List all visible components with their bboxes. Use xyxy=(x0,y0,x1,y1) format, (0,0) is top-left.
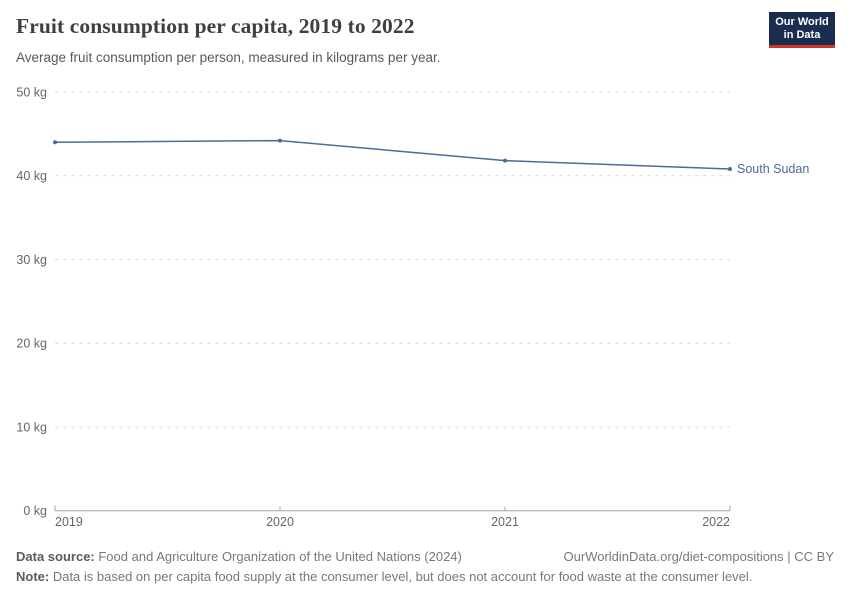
y-tick-label: 50 kg xyxy=(16,86,47,100)
note-value: Data is based on per capita food supply … xyxy=(49,569,753,584)
x-tick-label: 2021 xyxy=(491,515,519,529)
note-text: Note: Data is based on per capita food s… xyxy=(16,569,752,584)
x-tick-label: 2022 xyxy=(702,515,730,529)
data-source-label: Data source: xyxy=(16,549,95,564)
y-tick-label: 40 kg xyxy=(16,169,47,183)
owid-citation-link[interactable]: OurWorldinData.org/diet-compositions | C… xyxy=(563,549,834,564)
x-tick-label: 2019 xyxy=(55,515,83,529)
series-label[interactable]: South Sudan xyxy=(737,162,809,176)
footer-note-row: Note: Data is based on per capita food s… xyxy=(16,567,834,587)
owid-logo-line1: Our World xyxy=(775,16,829,28)
chart-header: Fruit consumption per capita, 2019 to 20… xyxy=(16,12,835,65)
chart-footer: Data source: Food and Agriculture Organi… xyxy=(16,547,834,587)
footer-source-row: Data source: Food and Agriculture Organi… xyxy=(16,547,834,567)
y-tick-label: 20 kg xyxy=(16,337,47,351)
data-line xyxy=(54,139,731,170)
x-tick-label: 2020 xyxy=(266,515,294,529)
page-title: Fruit consumption per capita, 2019 to 20… xyxy=(16,14,415,38)
data-source-text: Data source: Food and Agriculture Organi… xyxy=(16,547,462,567)
line-chart[interactable]: 0 kg 10 kg 20 kg 30 kg 40 kg 50 kg 2019 2020 202… xyxy=(0,80,850,540)
y-tick-label: 10 kg xyxy=(16,420,47,434)
data-point xyxy=(728,167,732,172)
y-tick-label: 0 kg xyxy=(23,504,47,518)
owid-logo-line2: in Data xyxy=(783,29,821,41)
owid-logo: Our World in Data xyxy=(769,12,835,48)
data-point xyxy=(503,158,507,163)
data-source-value: Food and Agriculture Organization of the… xyxy=(94,549,462,564)
chart-subtitle: Average fruit consumption per person, me… xyxy=(16,50,441,65)
y-tick-label: 30 kg xyxy=(16,253,47,267)
note-label: Note: xyxy=(16,569,50,584)
data-point xyxy=(53,140,57,145)
data-point xyxy=(278,138,282,143)
